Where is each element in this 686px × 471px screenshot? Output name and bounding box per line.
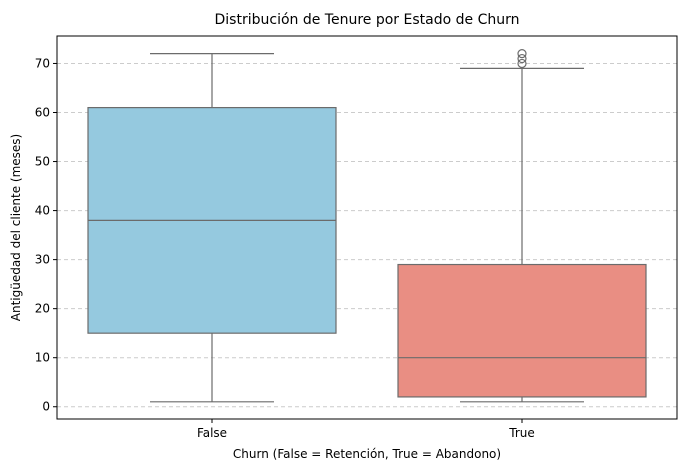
y-tick-label: 50	[35, 155, 50, 169]
y-tick-label: 0	[42, 400, 50, 414]
y-tick-label: 10	[35, 351, 50, 365]
outlier-point	[517, 53, 527, 64]
outlier-point	[517, 58, 527, 69]
x-axis-ticks: False True	[197, 419, 535, 440]
grid-lines	[57, 62, 677, 408]
x-tick-label: False	[197, 426, 227, 440]
box-series	[87, 49, 647, 403]
y-tick-label: 70	[35, 56, 50, 70]
chart-title: Distribución de Tenure por Estado de Chu…	[215, 12, 520, 28]
iqr-box	[397, 263, 647, 398]
y-axis-label: Antigüedad del cliente (meses)	[9, 134, 23, 322]
y-tick-label: 30	[35, 253, 50, 267]
plot-frame	[56, 35, 678, 420]
y-tick-label: 40	[35, 204, 50, 218]
box-false	[87, 53, 337, 403]
x-tick-label: True	[508, 426, 535, 440]
y-tick-label: 20	[35, 302, 50, 316]
box-true	[397, 49, 647, 403]
y-axis-ticks: 0 10 20 30 40 50 60 70	[35, 56, 57, 414]
outlier-point	[517, 49, 527, 59]
x-axis-label: Churn (False = Retención, True = Abandon…	[233, 447, 501, 461]
y-tick-label: 60	[35, 106, 50, 120]
